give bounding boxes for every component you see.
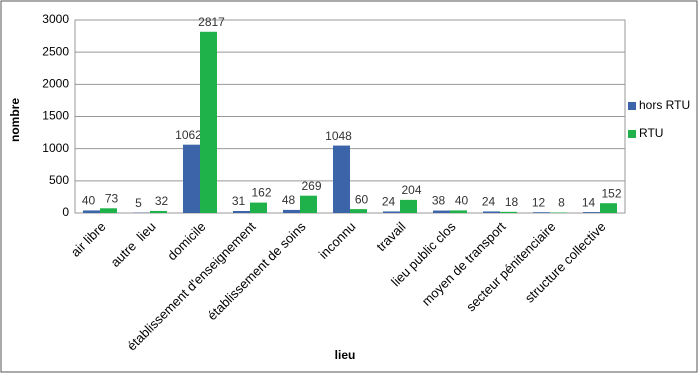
value-label: 12: [532, 195, 546, 209]
bar: [383, 211, 400, 213]
y-tick-label: 0: [62, 205, 69, 219]
value-label: 31: [232, 194, 246, 208]
value-label: 40: [455, 194, 469, 208]
bar: [300, 195, 317, 213]
bar: [483, 211, 500, 213]
value-label: 2817: [198, 15, 225, 29]
value-label: 1062: [175, 128, 202, 142]
bar: [600, 203, 617, 213]
value-label: 269: [301, 179, 321, 193]
bar: [83, 210, 100, 213]
y-tick-label: 1500: [42, 109, 69, 123]
y-tick-label: 2500: [42, 44, 69, 58]
bar: [200, 31, 217, 214]
bar: [183, 144, 200, 213]
x-axis-label: lieu: [335, 348, 356, 362]
bar: [583, 212, 600, 213]
bar: [150, 210, 167, 213]
bar: [350, 209, 367, 213]
value-label: 48: [282, 193, 296, 207]
bar: [400, 199, 417, 213]
legend-label: hors RTU: [639, 98, 690, 112]
bar: [233, 211, 250, 213]
bar: [433, 210, 450, 213]
value-label: 24: [482, 195, 496, 209]
value-label: 152: [601, 186, 621, 200]
value-label: 5: [135, 196, 142, 210]
y-tick-label: 2000: [42, 77, 69, 91]
legend-swatch: [628, 102, 636, 110]
y-tick-label: 500: [49, 173, 69, 187]
y-axis-label: nombre: [8, 98, 22, 142]
value-label: 60: [355, 192, 369, 206]
bar: [550, 212, 567, 213]
bar: [250, 202, 267, 213]
value-label: 14: [582, 195, 596, 209]
value-label: 8: [558, 196, 565, 210]
bar: [500, 211, 517, 213]
y-tick-label: 3000: [42, 12, 69, 26]
bar: [333, 145, 350, 213]
value-label: 1048: [325, 129, 352, 143]
value-label: 73: [105, 191, 119, 205]
value-label: 40: [82, 194, 96, 208]
value-label: 32: [155, 194, 169, 208]
bar: [100, 208, 117, 213]
value-label: 18: [505, 195, 519, 209]
bar: [533, 212, 550, 213]
legend-swatch: [628, 130, 636, 138]
bar: [450, 210, 467, 213]
value-label: 24: [382, 195, 396, 209]
legend-label: RTU: [639, 126, 663, 140]
value-label: 162: [251, 186, 271, 200]
value-label: 38: [432, 194, 446, 208]
value-label: 204: [401, 183, 421, 197]
bar: [283, 209, 300, 213]
y-tick-label: 1000: [42, 141, 69, 155]
